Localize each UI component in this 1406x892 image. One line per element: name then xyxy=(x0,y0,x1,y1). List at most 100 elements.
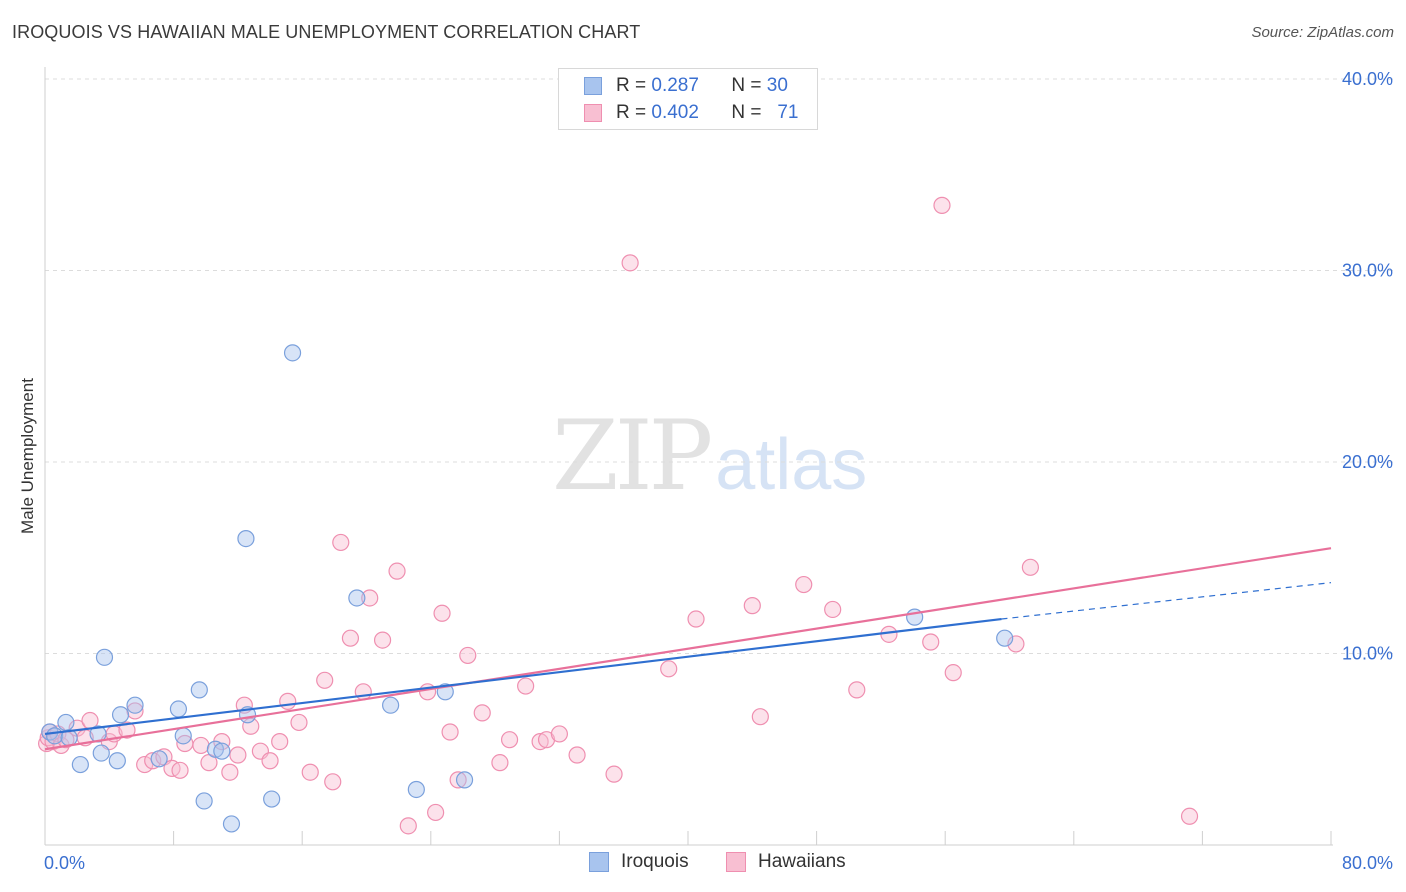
legend-swatch-hawaiians xyxy=(584,104,602,122)
hawaiians-point xyxy=(824,600,842,619)
hawaiians-point xyxy=(922,633,940,651)
legend-item-hawaiians[interactable]: Hawaiians xyxy=(726,851,846,873)
hawaiians-point xyxy=(795,575,813,594)
y-tick-labels: 10.0% 20.0% 30.0% 40.0% xyxy=(1342,69,1393,664)
hawaiians-point xyxy=(316,671,334,689)
legend-label-iroquois: Iroquois xyxy=(621,851,689,872)
hawaiians-point xyxy=(743,597,761,615)
legend-r-label: R = xyxy=(616,102,647,123)
hawaiians-point xyxy=(373,631,392,649)
iroquois-point xyxy=(126,696,144,714)
y-tick-label: 10.0% xyxy=(1342,644,1393,664)
hawaiians-point xyxy=(427,803,445,822)
hawaiians-points xyxy=(38,196,1199,835)
hawaiians-point xyxy=(933,196,951,214)
legend-swatch-iroquois xyxy=(584,77,602,95)
watermark-zip: ZIP xyxy=(552,400,713,512)
hawaiians-point xyxy=(271,732,289,751)
legend-swatch-hawaiians xyxy=(726,852,746,872)
hawaiians-point xyxy=(221,763,239,781)
hawaiians-point xyxy=(361,589,379,607)
hawaiians-point xyxy=(751,708,769,726)
iroquois-point xyxy=(174,727,192,745)
hawaiians-point xyxy=(517,677,535,695)
iroquois-point xyxy=(263,790,281,808)
hawaiians-point xyxy=(687,610,705,628)
x-ticks xyxy=(44,831,1332,845)
iroquois-point xyxy=(46,727,64,745)
hawaiians-point xyxy=(660,660,678,678)
hawaiians-point xyxy=(621,254,639,272)
y-tick-label: 40.0% xyxy=(1342,69,1393,89)
hawaiians-point xyxy=(399,817,417,835)
hawaiians-point xyxy=(531,732,549,751)
legend-r-label: R = xyxy=(616,75,647,96)
legend-r-value: 0.287 xyxy=(651,75,699,96)
iroquois-trend-extension xyxy=(1001,582,1332,620)
hawaiians-point xyxy=(136,755,154,774)
iroquois-point xyxy=(190,681,208,699)
source-label: Source: ZipAtlas.com xyxy=(1251,24,1394,41)
hawaiians-point xyxy=(324,773,342,791)
iroquois-point xyxy=(206,740,224,758)
iroquois-point xyxy=(237,529,255,548)
hawaiians-point xyxy=(433,604,451,622)
chart-title: IROQUOIS VS HAWAIIAN MALE UNEMPLOYMENT C… xyxy=(12,22,641,42)
hawaiians-point xyxy=(229,746,247,764)
hawaiians-point xyxy=(880,625,898,643)
legend-item-iroquois[interactable]: Iroquois xyxy=(589,851,689,873)
iroquois-point xyxy=(108,752,126,770)
legend-n-label: N = xyxy=(731,75,762,96)
iroquois-point xyxy=(283,344,302,362)
iroquois-point xyxy=(169,700,188,718)
iroquois-trend-line xyxy=(44,617,1002,736)
hawaiians-point xyxy=(491,754,509,772)
iroquois-point xyxy=(150,750,168,768)
iroquois-point xyxy=(71,755,89,774)
hawaiians-point xyxy=(279,692,297,710)
iroquois-point xyxy=(195,792,213,810)
hawaiians-point xyxy=(118,721,136,739)
iroquois-point xyxy=(95,648,114,666)
legend-row-hawaiians: R = 0.402 N = 71 xyxy=(584,101,799,125)
hawaiians-point xyxy=(441,723,459,741)
axes xyxy=(44,67,1333,846)
watermark: ZIPatlas xyxy=(552,400,867,512)
legend-r-value: 0.402 xyxy=(651,102,699,123)
hawaiians-point xyxy=(459,646,477,665)
hawaiians-point xyxy=(550,725,569,743)
legend-n-value: 30 xyxy=(766,75,788,96)
iroquois-point xyxy=(455,771,474,789)
legend-n-label: N = xyxy=(731,102,762,123)
hawaiians-point xyxy=(290,713,308,732)
hawaiians-point xyxy=(500,731,519,749)
correlation-legend: R = 0.287 N = 30 R = 0.402 N = 71 xyxy=(558,68,818,130)
hawaiians-point xyxy=(568,746,586,764)
hawaiians-point xyxy=(473,704,491,722)
hawaiians-point xyxy=(848,681,866,699)
iroquois-point xyxy=(111,706,130,724)
iroquois-point xyxy=(382,696,400,714)
iroquois-point xyxy=(407,780,425,799)
iroquois-point xyxy=(222,815,241,833)
hawaiians-point xyxy=(301,763,319,781)
legend-label-hawaiians: Hawaiians xyxy=(758,851,846,872)
legend-n-value: 71 xyxy=(777,102,799,123)
hawaiians-point xyxy=(261,752,279,770)
hawaiians-point xyxy=(944,664,962,682)
hawaiians-point xyxy=(1021,558,1039,576)
hawaiians-point xyxy=(192,736,210,755)
hawaiians-point xyxy=(341,629,360,647)
hawaiians-point xyxy=(1180,807,1199,825)
iroquois-point xyxy=(996,629,1014,647)
x-tick-labels: 0.0% 80.0% xyxy=(44,853,1393,873)
y-tick-label: 30.0% xyxy=(1342,261,1393,281)
hawaiians-point xyxy=(144,752,162,770)
iroquois-points xyxy=(41,344,1014,833)
hawaiians-point xyxy=(332,533,350,552)
x-tick-label: 80.0% xyxy=(1342,853,1393,873)
x-tick-label: 0.0% xyxy=(44,853,85,873)
iroquois-point xyxy=(57,713,75,732)
iroquois-point xyxy=(213,742,231,760)
